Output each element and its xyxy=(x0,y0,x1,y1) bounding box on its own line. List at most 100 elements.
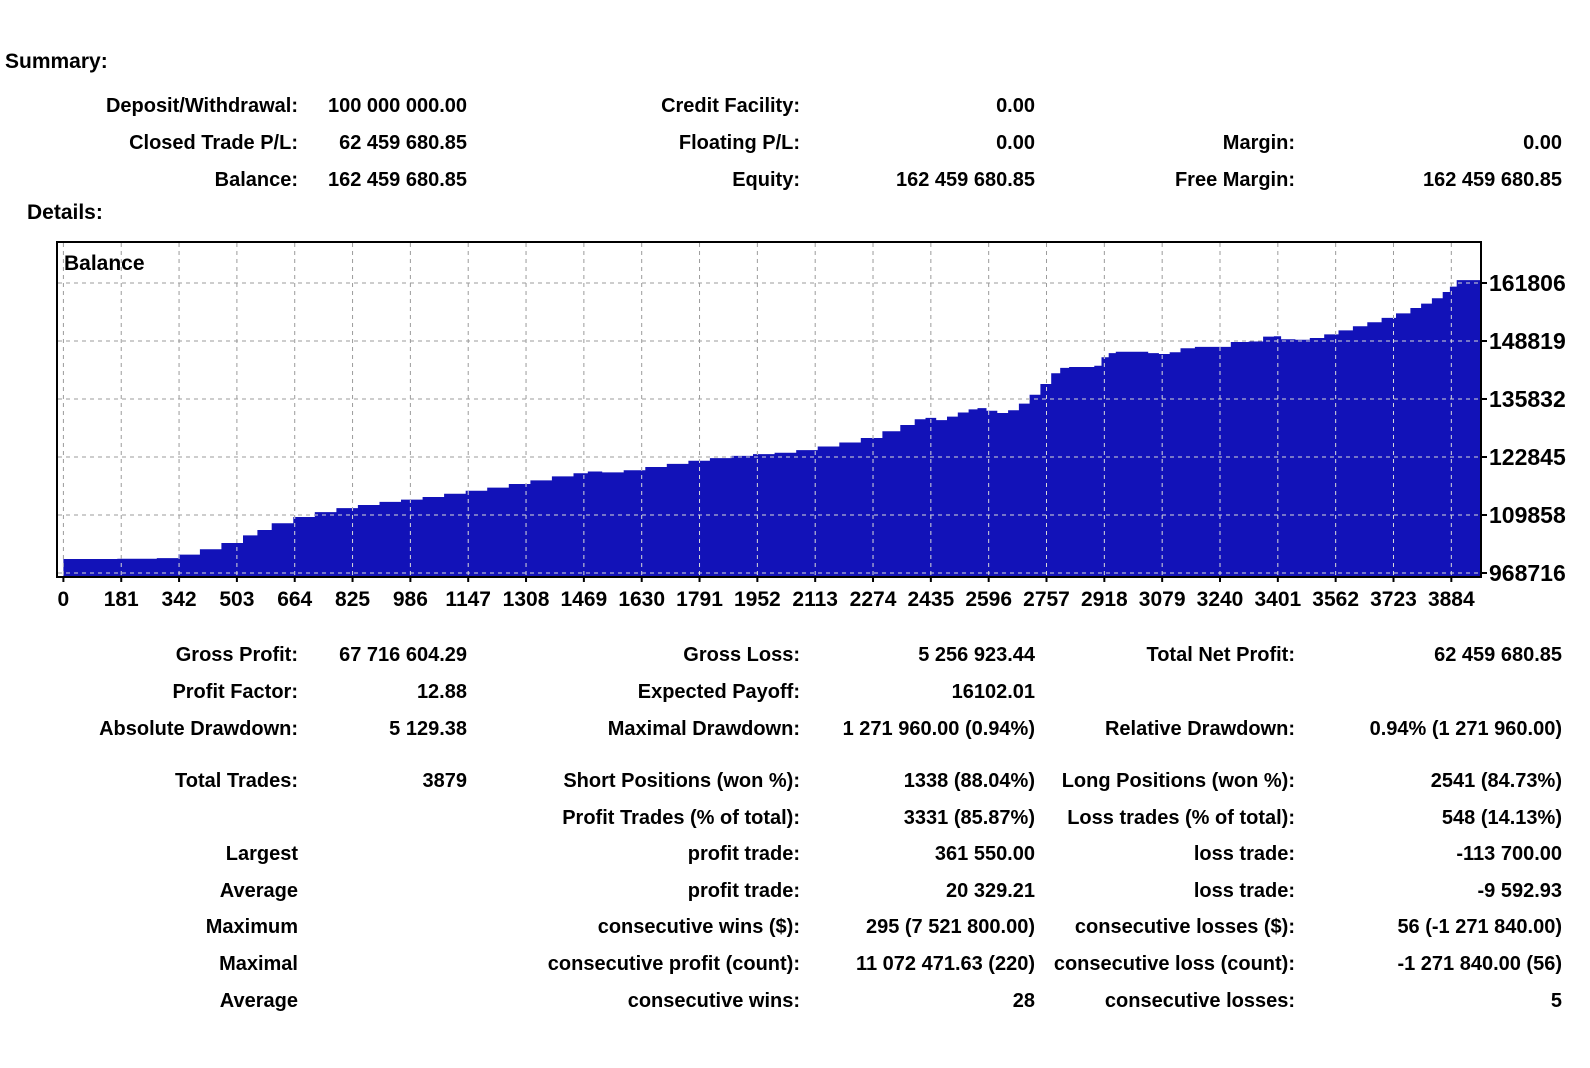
stat-label: Maximal xyxy=(219,952,298,975)
x-tick-label: 1952 xyxy=(734,588,781,611)
stat-value: 3331 (85.87%) xyxy=(903,806,1035,829)
stat-value xyxy=(1295,674,1562,711)
x-tick-label: 825 xyxy=(335,588,370,611)
stats-table-profit: Gross Profit: 67 716 604.29 Gross Loss: 5 2… xyxy=(0,637,1562,748)
stat-value: 2541 (84.73%) xyxy=(1430,770,1562,792)
summary-table: Deposit/Withdrawal: 100 000 000.00 Credit … xyxy=(0,88,1562,199)
stat-label: Maximal Drawdown: xyxy=(607,718,800,740)
stat-value: 67 716 604.29 xyxy=(339,644,467,666)
y-tick-label: 109858 xyxy=(1489,502,1566,528)
summary-value: 0.00 xyxy=(996,95,1035,117)
stat-value xyxy=(298,983,467,1020)
x-tick-label: 1791 xyxy=(676,588,723,611)
summary-label: Equity: xyxy=(732,169,800,191)
stat-label: Maximum xyxy=(205,916,298,939)
x-tick-label: 2596 xyxy=(965,588,1012,611)
x-tick-label: 3884 xyxy=(1428,588,1475,611)
x-tick-label: 2757 xyxy=(1023,588,1070,611)
y-tick-label: 161806 xyxy=(1489,270,1566,296)
x-tick-label: 664 xyxy=(277,588,312,611)
summary-label: Deposit/Withdrawal: xyxy=(105,95,298,117)
stat-label: Relative Drawdown: xyxy=(1104,718,1295,740)
stat-value: 361 550.00 xyxy=(934,843,1035,866)
x-tick-label: 3401 xyxy=(1254,588,1301,611)
x-tick-label: 1308 xyxy=(503,588,550,611)
x-tick-label: 342 xyxy=(162,588,197,611)
stat-value: 16102.01 xyxy=(951,681,1035,703)
stat-label: profit trade: xyxy=(687,843,800,866)
stat-value xyxy=(298,873,467,910)
details-heading: Details: xyxy=(27,201,103,224)
summary-label: Margin: xyxy=(1222,132,1295,154)
stat-value: 56 (-1 271 840.00) xyxy=(1397,916,1562,939)
stat-value xyxy=(298,909,467,946)
y-tick-label: 148819 xyxy=(1489,328,1566,354)
stat-value xyxy=(298,946,467,983)
summary-value: 162 459 680.85 xyxy=(895,169,1035,191)
stat-value: -1 271 840.00 (56) xyxy=(1397,952,1562,975)
x-tick-label: 1147 xyxy=(445,588,491,611)
stat-label: Largest xyxy=(225,843,298,866)
stat-label: Loss trades (% of total): xyxy=(1067,806,1295,829)
stat-label: consecutive loss (count): xyxy=(1053,952,1295,975)
stat-value: 5 256 923.44 xyxy=(918,644,1035,666)
summary-label: Balance: xyxy=(214,169,298,191)
stat-value: 20 329.21 xyxy=(946,879,1035,902)
stat-label: Short Positions (won %): xyxy=(563,770,800,792)
y-tick-label: 122845 xyxy=(1489,444,1566,470)
stat-label: consecutive profit (count): xyxy=(547,952,800,975)
x-tick-label: 2113 xyxy=(792,588,838,611)
x-tick-label: 1630 xyxy=(618,588,665,611)
summary-label: Free Margin: xyxy=(1174,169,1295,191)
summary-heading: Summary: xyxy=(5,50,108,73)
summary-value: 100 000 000.00 xyxy=(327,95,467,117)
stat-label: loss trade: xyxy=(1193,879,1295,902)
summary-value: 0.00 xyxy=(1523,132,1562,154)
stat-label xyxy=(0,800,298,837)
stat-value xyxy=(298,800,467,837)
x-tick-label: 2274 xyxy=(850,588,897,611)
stat-label: consecutive losses ($): xyxy=(1074,916,1295,939)
stat-value: -9 592.93 xyxy=(1477,879,1562,902)
stat-label: Profit Trades (% of total): xyxy=(562,806,800,829)
stat-label: Gross Profit: xyxy=(175,644,298,666)
stat-value: 11 072 471.63 (220) xyxy=(855,952,1035,975)
summary-value: 62 459 680.85 xyxy=(339,132,467,154)
x-tick-label: 2435 xyxy=(907,588,954,611)
chart-legend-balance: Balance xyxy=(64,252,145,275)
summary-label: Closed Trade P/L: xyxy=(129,132,298,154)
stat-value: 1 271 960.00 (0.94%) xyxy=(842,718,1035,740)
stat-label: loss trade: xyxy=(1193,843,1295,866)
stat-label xyxy=(1035,674,1295,711)
summary-value: 162 459 680.85 xyxy=(327,169,467,191)
y-tick-label: 135832 xyxy=(1489,386,1566,412)
stat-label: profit trade: xyxy=(687,879,800,902)
stat-label: Total Trades: xyxy=(175,770,298,792)
x-tick-label: 181 xyxy=(104,588,139,611)
summary-label: Floating P/L: xyxy=(678,132,800,154)
x-tick-label: 1469 xyxy=(561,588,608,611)
x-tick-label: 986 xyxy=(393,588,428,611)
stat-value: 548 (14.13%) xyxy=(1441,806,1562,829)
stat-label: consecutive losses: xyxy=(1104,989,1295,1012)
balance-area xyxy=(63,280,1480,577)
stat-value: 1338 (88.04%) xyxy=(903,770,1035,792)
stat-label: Average xyxy=(219,989,298,1012)
y-tick-label: 968716 xyxy=(1489,560,1566,586)
stats-table-trades: Total Trades: 3879 Short Positions (won %)… xyxy=(0,763,1562,1019)
summary-value: 0.00 xyxy=(996,132,1035,154)
stat-value: 12.88 xyxy=(416,681,467,703)
stat-label: Long Positions (won %): xyxy=(1061,770,1295,792)
stat-value: 5 xyxy=(1550,989,1562,1012)
stat-value xyxy=(298,836,467,873)
stat-label: Gross Loss: xyxy=(683,644,800,666)
x-tick-label: 503 xyxy=(219,588,254,611)
stat-value: 5 129.38 xyxy=(389,718,467,740)
stat-label: Average xyxy=(219,879,298,902)
x-tick-label: 3240 xyxy=(1197,588,1244,611)
x-tick-label: 2918 xyxy=(1081,588,1128,611)
x-tick-label: 3723 xyxy=(1370,588,1417,611)
stat-value: 28 xyxy=(1012,989,1035,1012)
stat-value: 3879 xyxy=(422,770,468,792)
